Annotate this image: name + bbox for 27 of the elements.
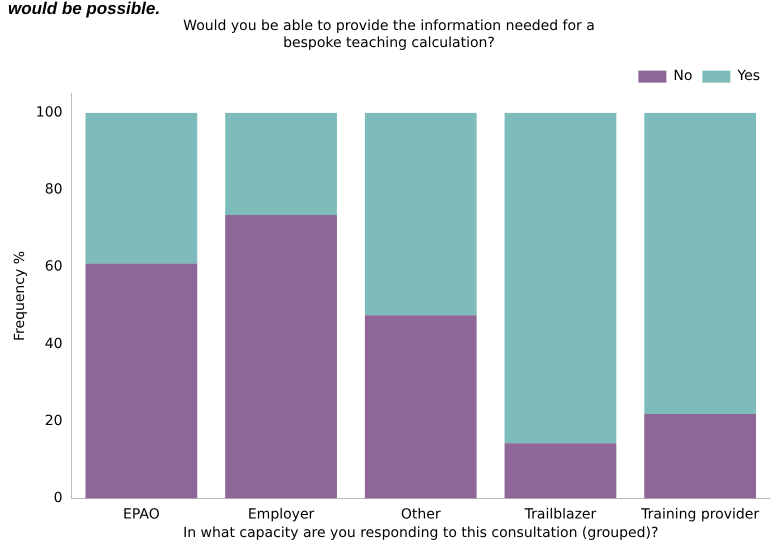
x-axis-title: In what capacity are you responding to this consultation (grouped)?: [183, 525, 658, 542]
bar: [364, 112, 477, 316]
y-tick-label: 40: [44, 336, 63, 352]
bar: [225, 112, 337, 216]
bar: [504, 443, 616, 498]
bar: [644, 414, 756, 498]
x-tick-label: Trailblazer: [524, 506, 597, 522]
x-tick-label: Employer: [248, 506, 315, 522]
bar: [364, 315, 477, 498]
bar: [644, 112, 756, 414]
x-tick-label: Other: [400, 506, 441, 522]
bar: [85, 112, 198, 264]
bar: [85, 264, 198, 498]
y-axis-title: Frequency %: [12, 250, 28, 342]
bar: [225, 215, 337, 498]
chart-title: Would you be able to provide the information needed for a bespoke teaching calculation?: [183, 18, 595, 51]
bar: [504, 112, 616, 444]
y-tick-label: 20: [44, 412, 63, 429]
x-tick-label: EPAO: [122, 506, 160, 522]
y-tick-label: 100: [36, 104, 63, 121]
y-tick-label: 0: [54, 490, 63, 506]
x-tick-label: Training provider: [640, 506, 760, 522]
y-tick-label: 60: [44, 258, 63, 275]
legend-label: Yes: [736, 68, 760, 84]
legend-label: No: [673, 68, 692, 84]
text: would be possible.: [8, 0, 162, 18]
y-tick-label: 80: [44, 182, 63, 198]
